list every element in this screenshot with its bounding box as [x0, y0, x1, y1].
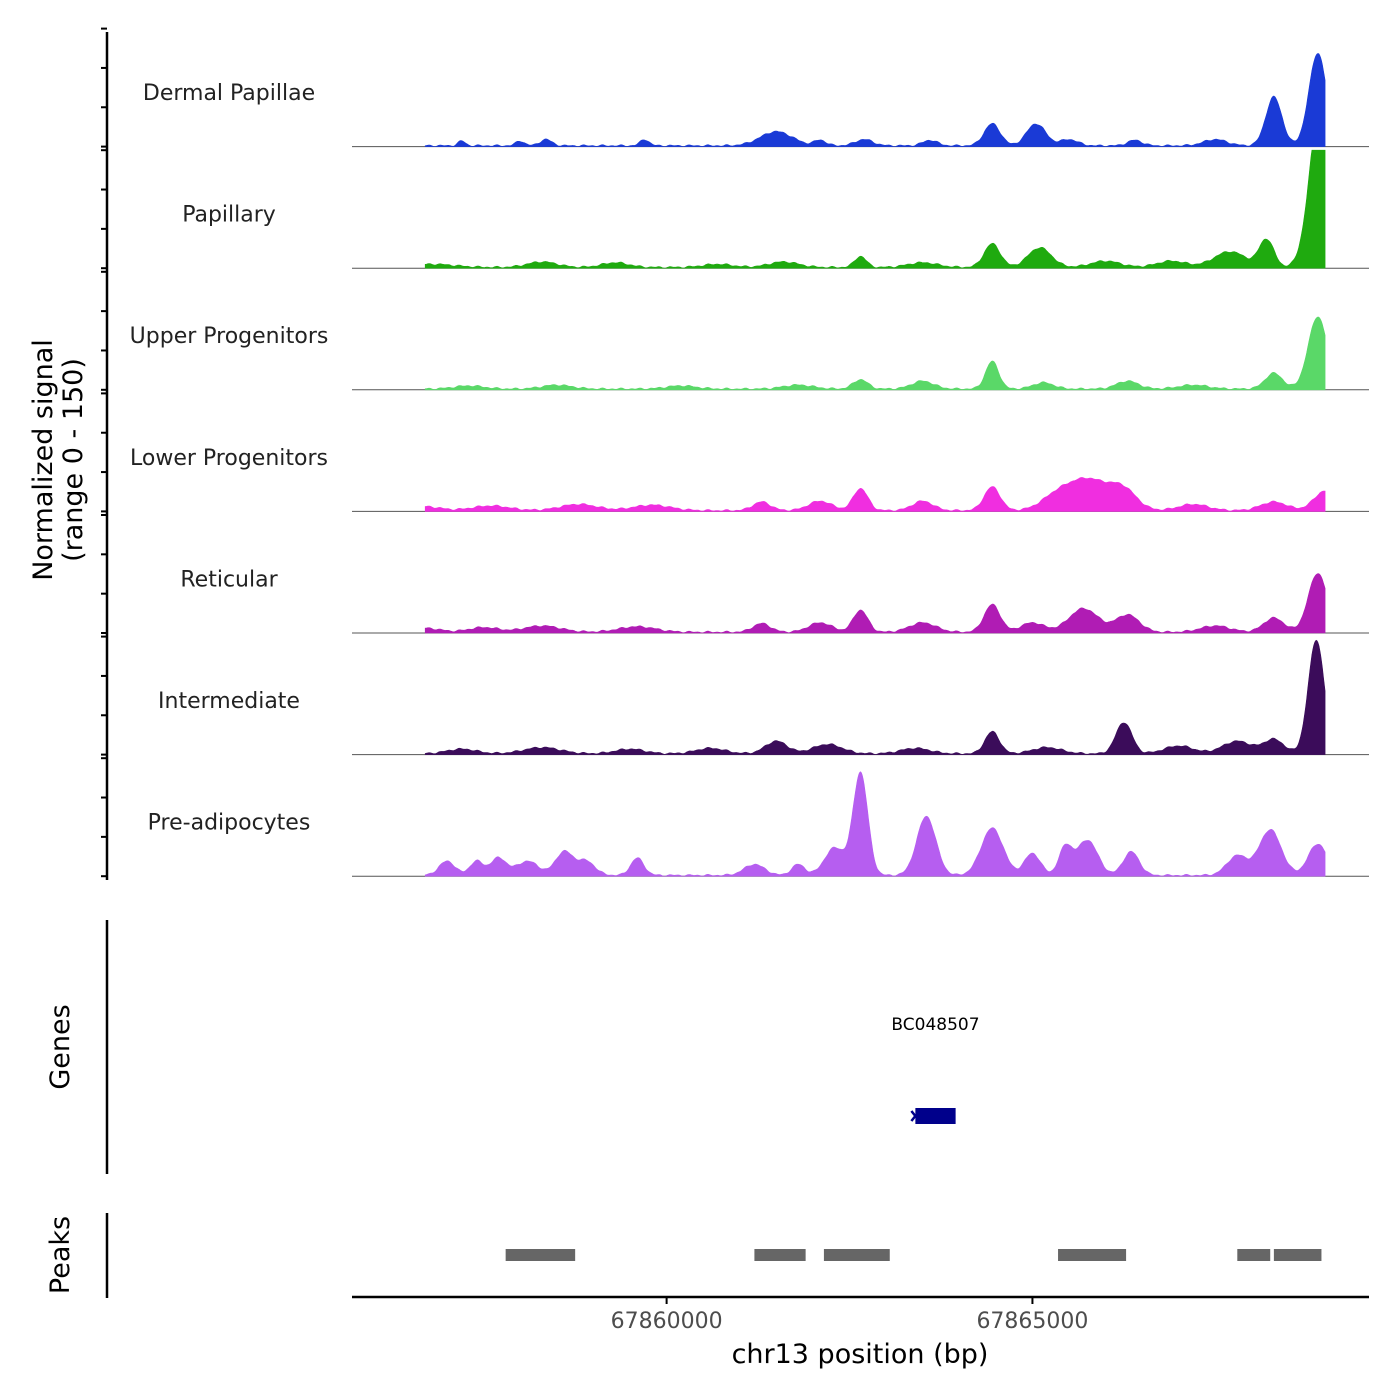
x-tick-label: 67865000: [976, 1309, 1088, 1334]
track-pre-adipocytes: Pre-adipocytes: [148, 771, 1369, 877]
peak-region: [1237, 1249, 1271, 1261]
x-tick-label: 67860000: [611, 1309, 723, 1334]
track-label: Dermal Papillae: [143, 81, 315, 106]
coverage-area: [424, 477, 1326, 512]
track-upper-progenitors: Upper Progenitors: [130, 316, 1369, 391]
coverage-area: [424, 771, 1326, 877]
y-axis-title-line2: (range 0 - 150): [58, 358, 89, 562]
strand-marker: [910, 1110, 921, 1122]
gene-body: [915, 1108, 956, 1124]
x-axis-title: chr13 position (bp): [732, 1339, 989, 1370]
peak-region: [823, 1249, 890, 1261]
track-label: Intermediate: [158, 689, 300, 714]
signal-y-axis: [101, 27, 109, 880]
track-papillary: Papillary: [182, 149, 1369, 269]
track-dermal-papillae: Dermal Papillae: [143, 53, 1369, 148]
coverage-tracks: Dermal Papillae Papillary Upper Progenitor…: [130, 53, 1369, 877]
genes-panel: Genes BC048507: [45, 920, 980, 1174]
peak-region: [1058, 1249, 1127, 1261]
peaks-panel: Peaks: [45, 1213, 1322, 1298]
track-reticular: Reticular: [180, 567, 1369, 634]
peak-region: [1273, 1249, 1322, 1261]
x-axis: 67860000 67865000 chr13 position (bp): [352, 1295, 1369, 1370]
track-label: Upper Progenitors: [130, 324, 329, 349]
track-label: Pre-adipocytes: [148, 811, 311, 836]
track-label: Lower Progenitors: [130, 446, 328, 471]
y-axis-title-line1: Normalized signal: [28, 339, 59, 581]
track-label: Papillary: [182, 203, 276, 228]
peak-region: [754, 1249, 806, 1261]
track-lower-progenitors: Lower Progenitors: [130, 446, 1369, 512]
coverage-area: [424, 316, 1326, 391]
coverage-area: [424, 639, 1326, 755]
genes-panel-title: Genes: [45, 1004, 76, 1089]
track-label: Reticular: [180, 567, 278, 592]
track-intermediate: Intermediate: [158, 639, 1369, 756]
coverage-area: [424, 573, 1326, 634]
coverage-area: [424, 53, 1326, 147]
gene-label: BC048507: [891, 1015, 979, 1035]
peaks-panel-title: Peaks: [45, 1216, 76, 1294]
peak-region: [505, 1249, 576, 1261]
coverage-area: [424, 149, 1326, 269]
